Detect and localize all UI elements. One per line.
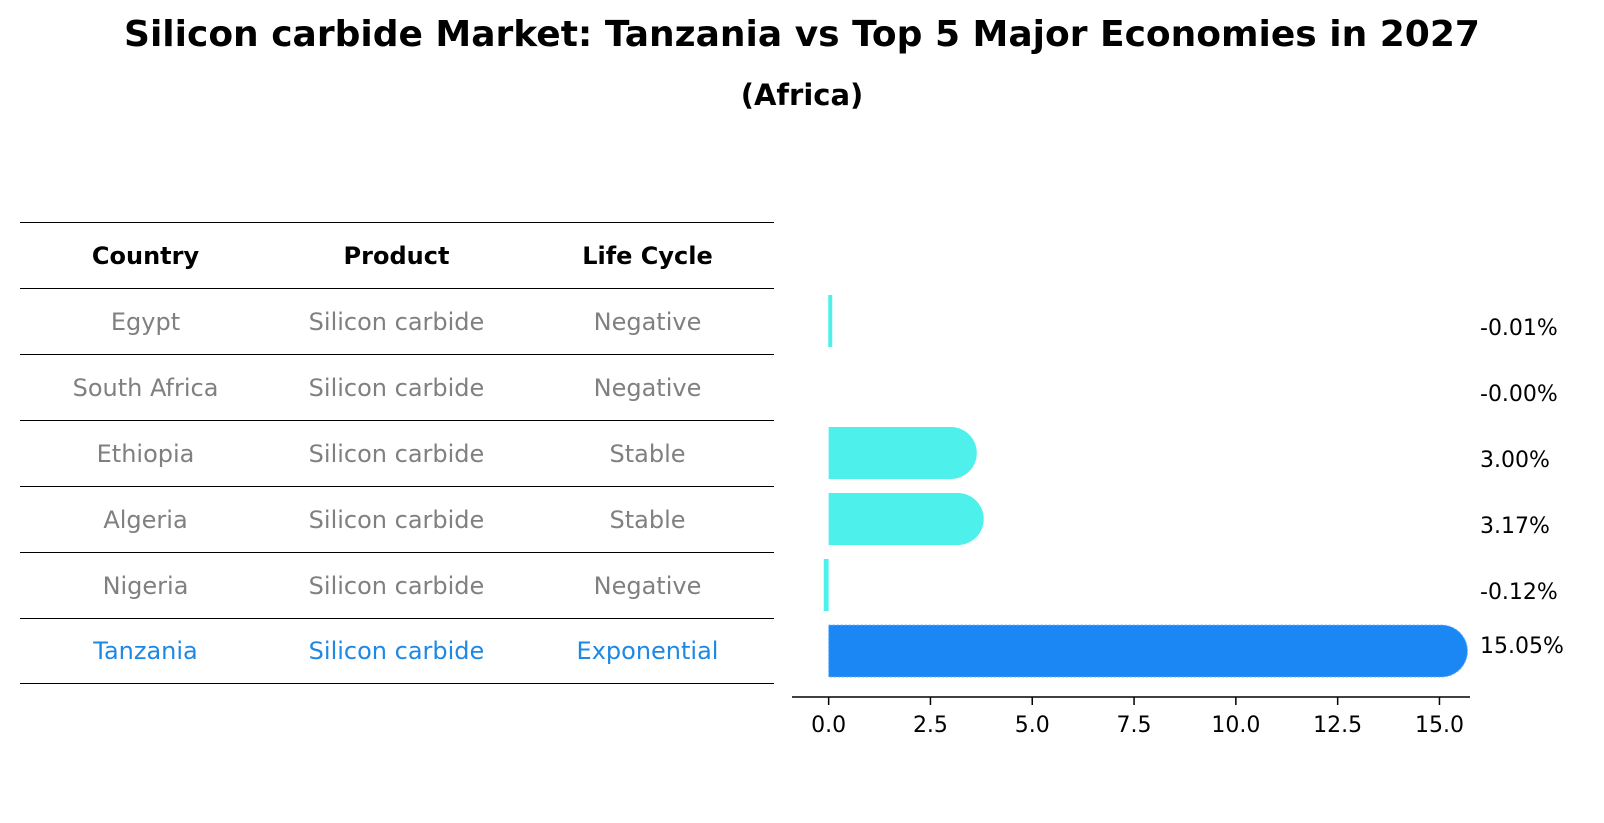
header-product: Product [343,241,450,270]
bar-ethiopia [828,427,977,479]
bar-tanzania [828,624,1468,678]
table-header-row: Country Product Life Cycle [20,222,774,288]
value-label: 3.00% [1480,448,1550,473]
cell-life-cycle: Stable [609,439,686,468]
cell-life-cycle: Negative [593,307,702,336]
table-row: Egypt Silicon carbide Negative [20,288,774,354]
table-row: South Africa Silicon carbide Negative [20,354,774,420]
table-row-highlighted: Tanzania Silicon carbide Exponential [20,618,774,684]
cell-product: Silicon carbide [308,637,485,665]
cell-product: Silicon carbide [308,505,485,534]
chart-title: Silicon carbide Market: Tanzania vs Top … [124,14,1480,55]
value-label: -0.01% [1480,316,1558,341]
cell-country: Algeria [103,505,188,534]
table-row: Nigeria Silicon carbide Negative [20,552,774,618]
value-label: 15.05% [1480,634,1564,659]
x-tick-label: 7.5 [1117,713,1152,738]
cell-country: Nigeria [102,571,189,600]
cell-life-cycle: Negative [593,373,702,402]
x-tick-label: 0.0 [811,713,846,738]
cell-country: Tanzania [93,637,198,665]
table-row: Algeria Silicon carbide Stable [20,486,774,552]
cell-country: Ethiopia [96,439,195,468]
table-row: Ethiopia Silicon carbide Stable [20,420,774,486]
header-life-cycle: Life Cycle [582,241,713,270]
cell-life-cycle: Exponential [576,637,719,665]
x-tick-label: 10.0 [1211,713,1260,738]
cell-country: South Africa [72,373,219,402]
x-tick-label: 15.0 [1415,713,1464,738]
cell-product: Silicon carbide [308,571,485,600]
value-label: -0.00% [1480,382,1558,407]
value-label: -0.12% [1480,580,1558,605]
cell-life-cycle: Stable [609,505,686,534]
header-country: Country [91,241,200,270]
bar-nigeria [823,559,829,611]
data-table: Country Product Life Cycle Egypt Silicon… [20,222,774,684]
bar-algeria [828,493,984,545]
chart-subtitle: (Africa) [740,78,864,112]
x-tick-label: 2.5 [913,713,948,738]
value-label: 3.17% [1480,514,1550,539]
cell-product: Silicon carbide [308,307,485,336]
x-tick-label: 5.0 [1015,713,1050,738]
cell-life-cycle: Negative [593,571,702,600]
cell-country: Egypt [110,307,181,336]
cell-product: Silicon carbide [308,439,485,468]
cell-product: Silicon carbide [308,373,485,402]
x-tick-label: 12.5 [1313,713,1362,738]
bar-egypt [828,295,833,347]
